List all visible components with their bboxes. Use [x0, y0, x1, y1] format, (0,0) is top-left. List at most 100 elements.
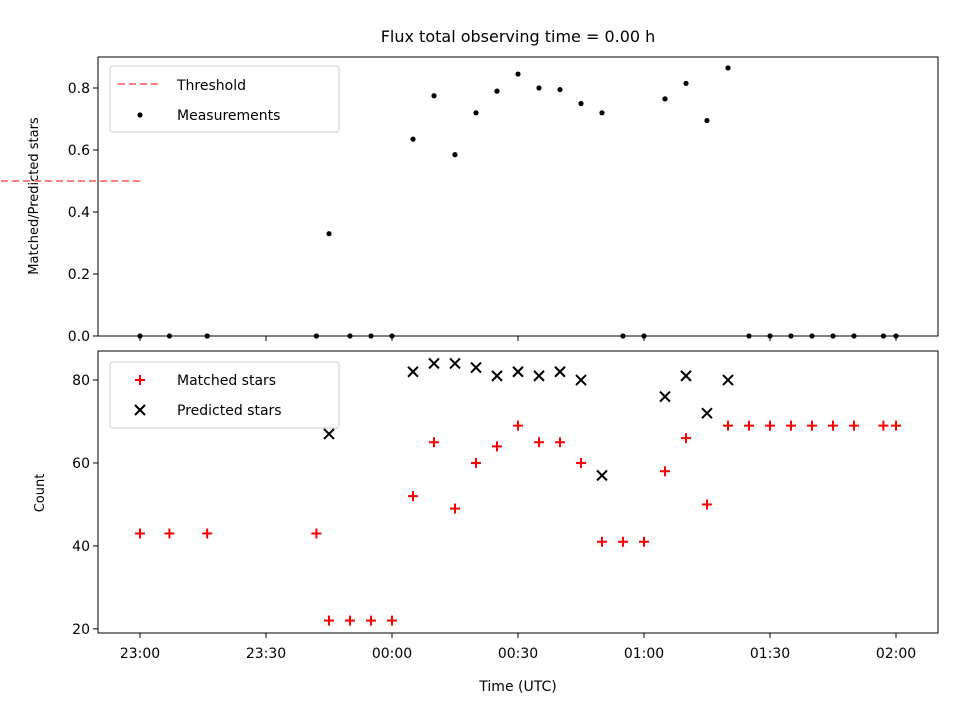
measurement-point	[704, 117, 710, 124]
predicted-star-point	[680, 370, 692, 382]
measurement-point	[452, 152, 458, 158]
count-axes-frame	[97, 350, 939, 634]
matched-star-point	[311, 528, 322, 539]
ratio-y-tick-label: 0.0	[68, 329, 90, 345]
measurement-point	[410, 136, 416, 142]
matched-star-point	[324, 615, 334, 626]
matched-star-point	[702, 499, 712, 510]
measurement-point	[725, 65, 731, 71]
x-tick-label: 00:00	[372, 646, 412, 662]
matched-star-point	[891, 420, 901, 431]
predicted-star-point	[491, 370, 503, 382]
matched-star-point	[639, 536, 649, 547]
predicted-star-point	[323, 428, 335, 440]
ratio-y-axis-label: Matched/Predicted stars	[27, 117, 42, 275]
predicted-star-point	[428, 357, 440, 370]
predicted-star-point	[722, 374, 734, 386]
measurement-point	[599, 110, 605, 116]
matched-star-point	[807, 420, 817, 431]
measurement-point	[326, 231, 332, 237]
matched-star-point	[534, 437, 544, 448]
x-axis-label: Time (UTC)	[478, 679, 556, 695]
ratio-y-tick-label: 0.2	[68, 267, 90, 283]
predicted-legend-swatch	[134, 404, 146, 416]
matched-star-point	[513, 420, 523, 431]
count-y-tick-label: 40	[72, 539, 90, 555]
matched-star-point	[202, 528, 213, 539]
predicted-star-point	[596, 469, 608, 482]
matched-star-point	[786, 420, 796, 431]
matched-star-point	[450, 503, 460, 514]
ratio-y-tick-label: 0.4	[68, 205, 90, 221]
legend-label-predicted: Predicted stars	[177, 403, 282, 419]
x-tick-label: 01:00	[624, 646, 664, 662]
matched-star-point	[765, 420, 775, 431]
predicted-star-point	[533, 370, 545, 382]
legend-label-matched: Matched stars	[177, 373, 276, 389]
count-y-tick-label: 80	[72, 373, 90, 389]
matched-star-point	[387, 615, 397, 626]
ratio-y-tick-label: 0.6	[68, 143, 90, 159]
matched-star-point	[618, 536, 628, 547]
legend-label-threshold: Threshold	[176, 78, 246, 94]
matched-legend-swatch	[135, 375, 145, 385]
matched-star-point	[135, 528, 145, 539]
matched-star-point	[555, 437, 565, 448]
count-y-tick-label: 20	[72, 622, 90, 638]
predicted-star-point	[554, 366, 566, 378]
ratio-axes-frame	[97, 56, 939, 337]
x-tick-label: 02:00	[876, 646, 916, 662]
measurement-point	[494, 88, 500, 94]
ratio-y-tick-label: 0.8	[68, 81, 90, 97]
ratio-legend-box	[109, 65, 340, 133]
ratio-panel: Flux total observing time = 0.00 h Match…	[0, 27, 939, 345]
matched-star-point	[723, 420, 733, 431]
matched-star-point	[681, 433, 691, 444]
predicted-star-point	[659, 390, 671, 403]
x-tick-label: 01:30	[750, 646, 790, 662]
count-legend: Matched stars Predicted stars	[109, 361, 340, 429]
measurement-point	[431, 93, 437, 99]
legend-label-measurements: Measurements	[177, 108, 280, 124]
count-x-axis: 23:00 23:30 00:00 00:30 01:00 01:30 02:00	[120, 633, 916, 662]
matched-star-point	[576, 457, 586, 468]
measurements-legend-swatch	[137, 112, 143, 118]
matched-star-point	[366, 615, 376, 626]
matched-star-point	[660, 466, 670, 477]
predicted-star-point	[470, 361, 482, 374]
x-tick-label: 23:30	[246, 646, 286, 662]
chart-title: Flux total observing time = 0.00 h	[381, 27, 656, 46]
count-plot-area	[135, 357, 901, 626]
predicted-star-point	[407, 366, 419, 378]
measurement-point	[662, 96, 668, 102]
measurement-point	[578, 100, 584, 107]
measurement-point	[473, 110, 479, 116]
matched-star-point	[828, 420, 838, 431]
ratio-y-axis: 0.0 0.2 0.4 0.6 0.8	[68, 81, 98, 345]
matched-star-point	[878, 420, 889, 431]
matched-star-point	[492, 441, 502, 452]
measurement-point	[683, 80, 689, 86]
measurement-point	[515, 71, 521, 77]
count-y-axis: 20 40 60 80	[72, 373, 98, 638]
measurement-point	[557, 86, 563, 93]
matched-star-point	[597, 536, 607, 547]
predicted-star-point	[575, 374, 587, 386]
predicted-star-point	[512, 366, 524, 378]
matched-star-point	[471, 457, 481, 468]
count-panel: Count Time (UTC) 20 40 60 80 23:00 23:30 00:0…	[33, 350, 939, 695]
x-tick-label: 23:00	[120, 646, 160, 662]
matched-star-point	[345, 615, 355, 626]
count-y-tick-label: 60	[72, 456, 90, 472]
predicted-star-point	[701, 407, 713, 419]
predicted-star-point	[449, 357, 461, 370]
measurement-point	[536, 85, 542, 91]
matched-star-point	[408, 491, 418, 502]
ratio-legend: Threshold Measurements	[109, 65, 340, 133]
matched-star-point	[429, 437, 439, 448]
matched-star-point	[744, 420, 754, 431]
count-legend-box	[109, 361, 340, 429]
x-tick-label: 00:30	[498, 646, 538, 662]
matched-star-point	[849, 420, 859, 431]
